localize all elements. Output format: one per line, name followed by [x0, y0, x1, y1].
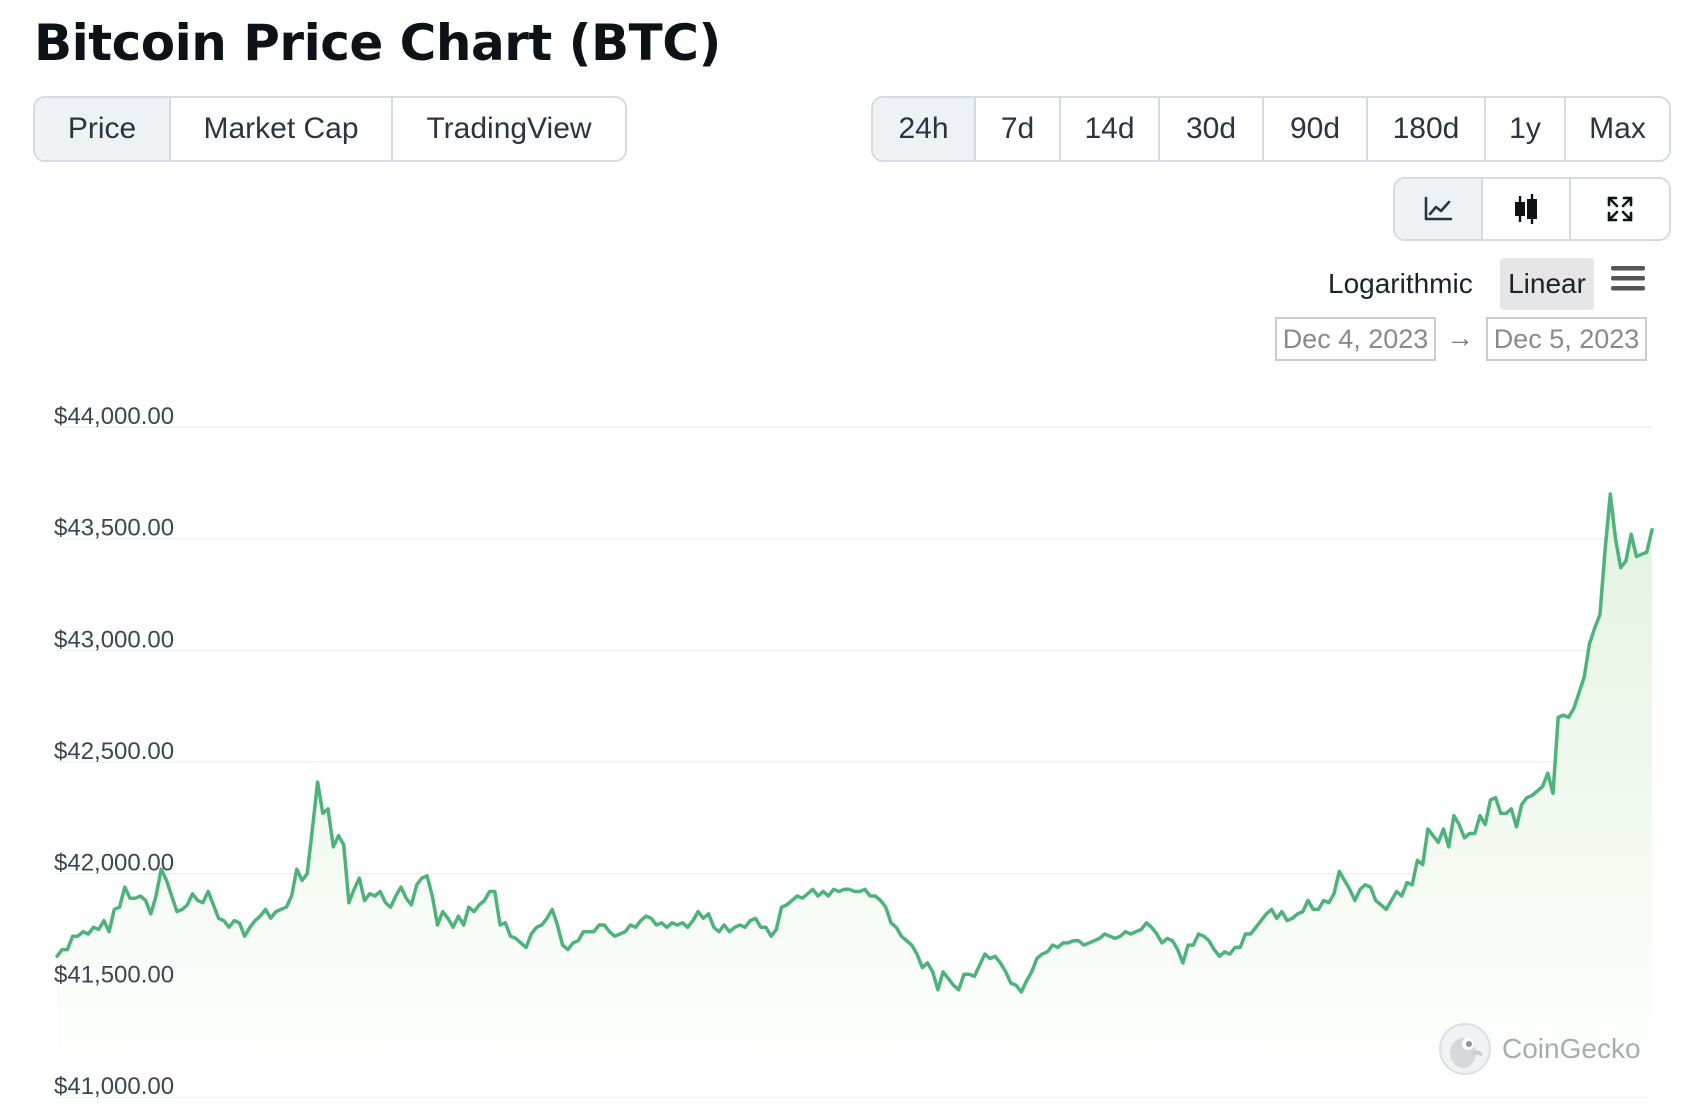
- y-tick-label: $42,000.00: [54, 850, 174, 877]
- line-chart-icon: [1424, 196, 1453, 221]
- expand-icon: [1607, 196, 1633, 222]
- range-24h[interactable]: 24h: [873, 98, 976, 160]
- y-tick-label: $42,500.00: [54, 738, 174, 765]
- range-14d[interactable]: 14d: [1061, 98, 1160, 160]
- range-7d[interactable]: 7d: [976, 98, 1061, 160]
- tab-tradingview[interactable]: TradingView: [426, 112, 592, 145]
- range-max[interactable]: Max: [1589, 112, 1646, 145]
- y-tick-label: $43,500.00: [54, 515, 174, 542]
- range-1y[interactable]: 1y: [1486, 98, 1566, 160]
- candlestick-button[interactable]: [1483, 179, 1571, 239]
- range-180d[interactable]: 180d: [1368, 98, 1486, 160]
- menu-icon[interactable]: [1610, 264, 1646, 294]
- chart-view-buttons: [1393, 177, 1671, 241]
- price-line: [55, 492, 1654, 994]
- arrow-right-icon: →: [1446, 322, 1474, 353]
- linear-option[interactable]: Linear: [1500, 258, 1594, 310]
- y-tick-label: $44,000.00: [54, 403, 174, 430]
- y-tick-label: $41,500.00: [54, 961, 174, 988]
- range-90d[interactable]: 90d: [1264, 98, 1368, 160]
- date-to-input[interactable]: Dec 5, 2023: [1486, 317, 1647, 361]
- fullscreen-button[interactable]: [1571, 179, 1669, 239]
- page-title: Bitcoin Price Chart (BTC): [34, 14, 721, 72]
- tab-price[interactable]: Price: [35, 98, 171, 160]
- y-tick-label: $41,000.00: [54, 1073, 174, 1100]
- tab-market-cap[interactable]: Market Cap: [171, 98, 393, 160]
- gecko-logo-icon: [1439, 1023, 1491, 1075]
- time-range-selector: 24h 7d 14d 30d 90d 180d 1y Max: [871, 96, 1671, 162]
- y-tick-label: $43,000.00: [54, 626, 174, 653]
- watermark-text: CoinGecko: [1502, 1033, 1641, 1064]
- coingecko-watermark: CoinGecko: [1438, 1022, 1641, 1076]
- candlestick-icon: [1515, 194, 1537, 224]
- logarithmic-option[interactable]: Logarithmic: [1328, 268, 1473, 299]
- range-30d[interactable]: 30d: [1160, 98, 1264, 160]
- scale-toggle: Logarithmic Linear: [1320, 258, 1672, 310]
- price-area: [57, 494, 1652, 1097]
- date-from-input[interactable]: Dec 4, 2023: [1275, 317, 1436, 361]
- chart-type-tabs: Price Market Cap TradingView: [33, 96, 627, 162]
- line-chart-button[interactable]: [1395, 179, 1483, 239]
